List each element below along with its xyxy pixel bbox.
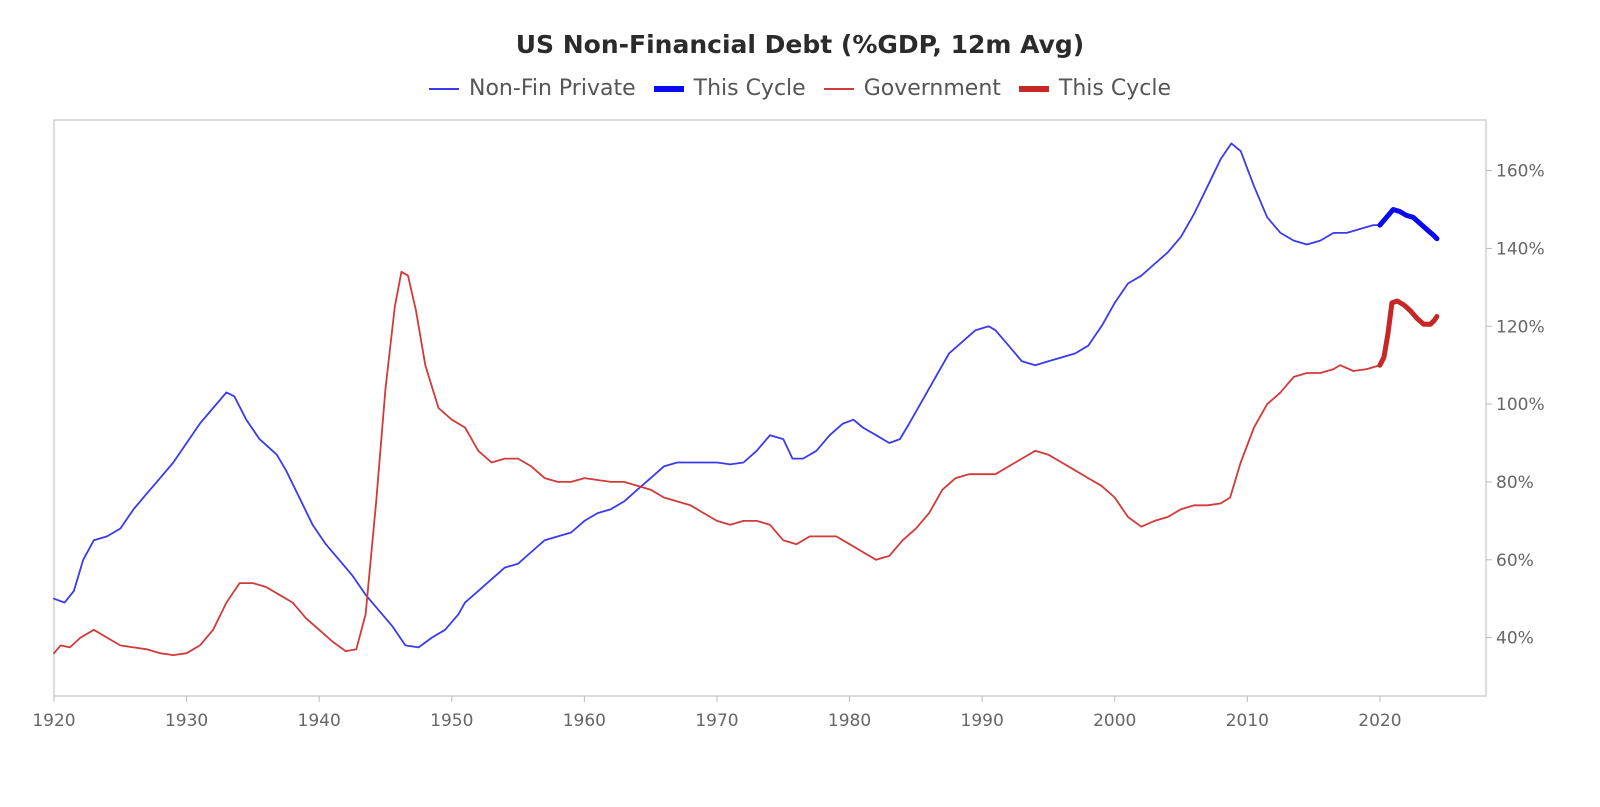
y-axis: 40% 60% 80% 100% 120% 140% 160% <box>1486 162 1545 649</box>
y-tick-label: 60% <box>1496 551 1534 571</box>
y-tick-label: 120% <box>1496 317 1545 337</box>
x-tick-label: 1980 <box>828 711 871 731</box>
legend-item-private-this-cycle[interactable]: This Cycle <box>653 76 806 101</box>
legend-label-non-fin-private: Non-Fin Private <box>469 76 636 101</box>
legend-item-government[interactable]: Government <box>823 76 1001 101</box>
legend-swatch-government-this-cycle <box>1018 85 1049 92</box>
y-tick-label: 140% <box>1496 239 1545 259</box>
x-tick-label: 1940 <box>298 711 341 731</box>
x-tick-label: 2010 <box>1226 711 1269 731</box>
legend-swatch-government <box>823 87 854 90</box>
legend-swatch-non-fin-private <box>429 87 460 90</box>
x-tick-label: 1960 <box>563 711 606 731</box>
series-line-non-fin-private <box>53 142 1381 649</box>
y-tick-label: 160% <box>1496 162 1545 182</box>
series-line-government-this-cycle <box>1377 298 1440 368</box>
chart-title: US Non-Financial Debt (%GDP, 12m Avg) <box>515 30 1085 59</box>
legend-item-government-this-cycle[interactable]: This Cycle <box>1018 76 1171 101</box>
y-tick-label: 40% <box>1496 629 1534 649</box>
x-tick-label: 1990 <box>961 711 1004 731</box>
y-tick-label: 80% <box>1496 473 1534 493</box>
y-tick-label: 100% <box>1496 395 1545 415</box>
x-tick-label: 1920 <box>32 711 75 731</box>
series-line-government <box>53 270 1381 656</box>
x-tick-label: 2020 <box>1358 711 1401 731</box>
x-axis: 1920 1930 1940 1950 1960 1970 1980 1990 2000 2010… <box>32 696 1402 731</box>
legend-label-private-this-cycle: This Cycle <box>693 76 806 101</box>
legend-label-government: Government <box>863 76 1001 101</box>
x-tick-label: 1950 <box>430 711 473 731</box>
legend-label-government-this-cycle: This Cycle <box>1058 76 1171 101</box>
x-tick-label: 1970 <box>695 711 738 731</box>
series-line-private-this-cycle <box>1377 207 1440 242</box>
legend-item-non-fin-private[interactable]: Non-Fin Private <box>429 76 636 101</box>
legend: Non-Fin Private This Cycle Government Th… <box>0 76 1600 101</box>
x-tick-label: 1930 <box>165 711 208 731</box>
legend-swatch-private-this-cycle <box>653 85 684 92</box>
series-layer <box>53 142 1440 656</box>
x-tick-label: 2000 <box>1093 711 1136 731</box>
plot-area-frame <box>53 119 1487 697</box>
